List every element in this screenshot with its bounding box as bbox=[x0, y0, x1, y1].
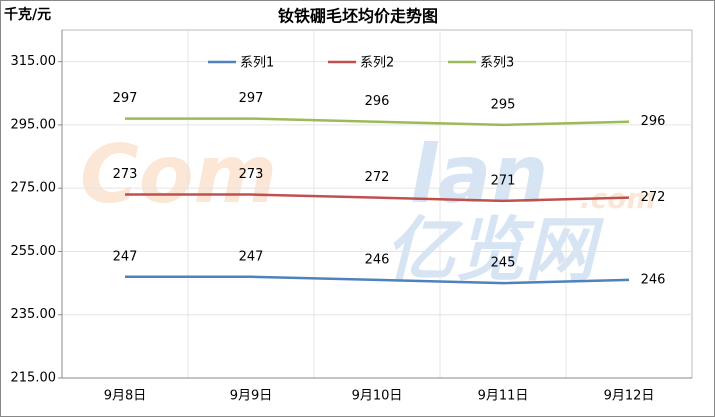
series-line bbox=[125, 117, 630, 127]
data-label: 272 bbox=[365, 170, 390, 185]
y-tick-label: 275.00 bbox=[11, 181, 57, 196]
x-tick-label: 9月9日 bbox=[230, 389, 273, 404]
x-tick-label: 9月8日 bbox=[104, 389, 147, 404]
data-label: 273 bbox=[239, 167, 264, 182]
data-label: 296 bbox=[365, 94, 390, 109]
y-axis-label: 千克/元 bbox=[4, 6, 51, 23]
series-line bbox=[125, 275, 630, 285]
y-tick-label: 295.00 bbox=[11, 117, 57, 132]
data-label: 273 bbox=[113, 167, 138, 182]
data-label: 246 bbox=[641, 272, 666, 287]
watermark-text: lan bbox=[410, 128, 548, 221]
watermark-text: Com bbox=[80, 128, 277, 221]
watermark-text: 亿览网 bbox=[385, 209, 605, 291]
series-line bbox=[125, 193, 630, 203]
y-tick-label: 255.00 bbox=[11, 244, 57, 259]
watermark: Com lan .com 亿览网 bbox=[80, 128, 656, 291]
data-label: 297 bbox=[239, 91, 264, 106]
data-label: 297 bbox=[113, 91, 138, 106]
data-label: 295 bbox=[491, 97, 516, 112]
data-label: 271 bbox=[491, 173, 516, 188]
legend-label: 系列3 bbox=[480, 56, 514, 71]
x-tick-label: 9月10日 bbox=[352, 389, 403, 404]
data-label: 245 bbox=[491, 256, 516, 271]
data-label: 296 bbox=[641, 114, 666, 129]
data-label: 246 bbox=[365, 252, 390, 267]
chart-title: 钕铁硼毛坯均价走势图 bbox=[278, 7, 438, 26]
y-tick-label: 315.00 bbox=[11, 54, 57, 69]
data-label: 247 bbox=[113, 249, 138, 264]
data-label: 272 bbox=[641, 190, 666, 205]
data-label: 247 bbox=[239, 249, 264, 264]
x-tick-label: 9月11日 bbox=[478, 389, 529, 404]
y-tick-label: 235.00 bbox=[11, 307, 57, 322]
legend-label: 系列1 bbox=[240, 56, 274, 71]
legend-label: 系列2 bbox=[360, 56, 394, 71]
x-tick-label: 9月12日 bbox=[604, 389, 655, 404]
y-tick-label: 215.00 bbox=[11, 371, 57, 386]
